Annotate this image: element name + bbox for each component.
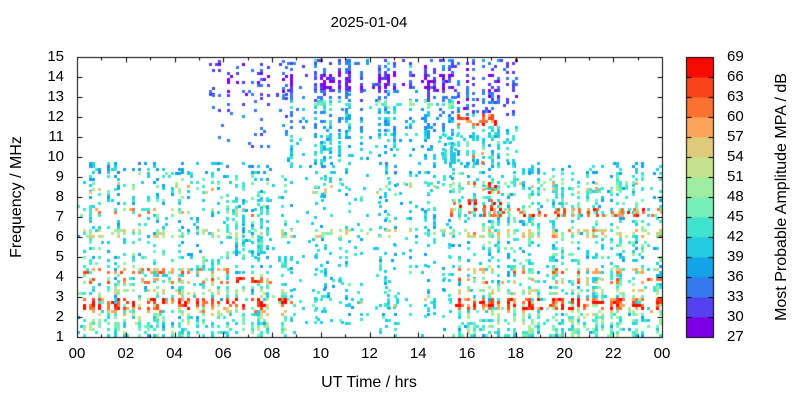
colorbar-tick-label: 42 xyxy=(727,228,744,245)
colorbar-tick-label: 45 xyxy=(727,208,744,225)
colorbar-tick-label: 39 xyxy=(727,248,744,265)
x-tick-label: 08 xyxy=(263,345,281,362)
colorbar-tick-label: 57 xyxy=(727,128,744,145)
y-tick-label: 2 xyxy=(55,308,64,325)
colorbar-tick-label: 66 xyxy=(727,68,744,85)
y-tick-label: 4 xyxy=(55,268,64,285)
y-tick-label: 13 xyxy=(47,88,64,105)
x-tick-label: 06 xyxy=(214,345,232,362)
colorbar-title: Most Probable Amplitude MPA / dB xyxy=(773,73,790,321)
y-tick-label: 11 xyxy=(48,128,64,145)
chart-title: 2025-01-04 xyxy=(330,14,408,31)
y-tick-label: 15 xyxy=(47,48,64,65)
y-tick-label: 1 xyxy=(55,328,64,345)
y-tick-label: 14 xyxy=(47,68,64,85)
colorbar-tick-label: 69 xyxy=(727,48,744,65)
x-tick-label: 02 xyxy=(117,345,135,362)
x-tick-label: 00 xyxy=(68,345,86,362)
x-tick-label: 12 xyxy=(361,345,378,362)
x-tick-label: 10 xyxy=(312,345,330,362)
y-tick-label: 10 xyxy=(47,148,64,165)
y-tick-label: 9 xyxy=(55,168,64,185)
x-tick-label: 18 xyxy=(507,345,525,362)
colorbar-tick-label: 51 xyxy=(727,168,744,185)
colorbar-tick-label: 30 xyxy=(727,308,744,325)
y-tick-label: 8 xyxy=(55,188,64,205)
colorbar-tick-label: 63 xyxy=(727,88,744,105)
colorbar-tick-label: 33 xyxy=(727,288,744,305)
x-axis-title: UT Time / hrs xyxy=(321,374,417,391)
x-tick-label: 22 xyxy=(604,345,622,362)
x-tick-label: 04 xyxy=(166,345,183,362)
y-tick-label: 12 xyxy=(47,108,64,125)
colorbar-tick-label: 48 xyxy=(727,188,744,205)
y-tick-label: 7 xyxy=(55,208,64,225)
colorbar-tick-label: 60 xyxy=(727,108,744,125)
x-tick-label: 14 xyxy=(409,345,427,362)
x-tick-label: 20 xyxy=(556,345,573,362)
y-tick-label: 3 xyxy=(55,288,64,305)
colorbar-tick-label: 36 xyxy=(727,268,744,285)
y-tick-label: 5 xyxy=(55,248,64,265)
x-tick-label: 00 xyxy=(653,345,671,362)
colorbar-tick-label: 27 xyxy=(727,328,744,345)
y-tick-label: 6 xyxy=(55,228,64,245)
x-tick-label: 16 xyxy=(458,345,476,362)
colorbar-tick-label: 54 xyxy=(727,148,744,165)
